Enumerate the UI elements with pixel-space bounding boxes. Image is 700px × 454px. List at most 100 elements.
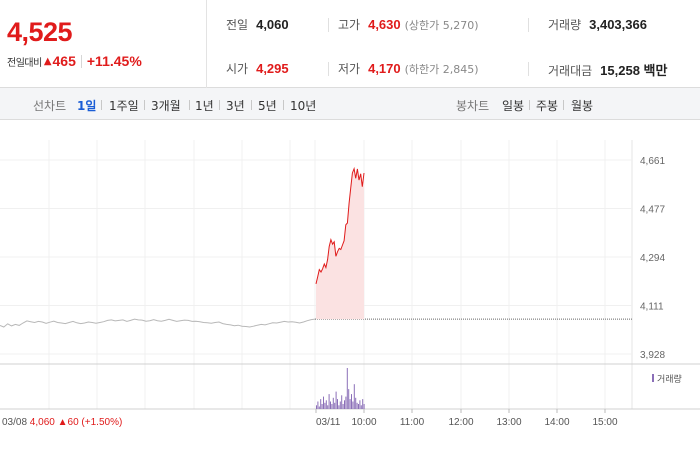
volume-bar <box>318 406 320 409</box>
divider <box>563 100 564 110</box>
stat-value: 4,170 <box>368 61 401 76</box>
x-tick-label: 12:00 <box>448 417 473 428</box>
y-tick-label: 4,477 <box>640 205 665 216</box>
prev-day-line <box>0 318 316 328</box>
divider <box>101 100 102 110</box>
volume-bar <box>355 397 357 409</box>
y-tick-label: 4,294 <box>640 253 665 264</box>
divider <box>219 100 220 110</box>
stock-summary: 4,525 전일대비 ▲ 465 +11.45% 전일 4,060 고가 4,6… <box>0 0 700 88</box>
volume-bar <box>323 396 324 409</box>
x-tick-label: 15:00 <box>592 417 617 428</box>
y-tick-label: 4,661 <box>640 156 665 167</box>
volume-bar <box>341 395 343 409</box>
stat-value: 4,630 <box>368 17 401 32</box>
tab-1day[interactable]: 1일 <box>77 99 97 113</box>
volume-bar <box>335 391 337 409</box>
volume-bar <box>352 401 354 409</box>
stat-amount: 거래대금 15,258 백만 <box>548 60 667 79</box>
stat-label: 저가 <box>338 62 361 76</box>
up-arrow-icon: ▲ <box>43 55 52 67</box>
divider <box>144 100 145 110</box>
volume-bar <box>332 397 334 409</box>
tab-weekly-candle[interactable]: 주봉 <box>536 99 559 113</box>
volume-bar <box>324 402 326 409</box>
stat-value: 15,258 백만 <box>600 63 668 78</box>
tab-monthly-candle[interactable]: 월봉 <box>571 99 594 113</box>
volume-bar <box>358 404 359 409</box>
stat-value: 3,403,366 <box>589 17 647 32</box>
stat-prev-close: 전일 4,060 <box>226 16 289 33</box>
stat-volume: 거래량 3,403,366 <box>548 16 647 33</box>
divider <box>529 100 530 110</box>
divider <box>328 18 329 32</box>
volume-bar <box>337 399 338 409</box>
volume-bar <box>344 400 345 409</box>
stat-value: 4,295 <box>256 61 289 76</box>
volume-bar <box>327 405 329 409</box>
volume-legend-label: 거래량 <box>657 373 682 384</box>
volume-legend-swatch <box>652 374 654 382</box>
divider <box>80 54 82 68</box>
today-price-area <box>316 168 364 320</box>
prev-day-info-part: 03/08 <box>2 417 27 428</box>
lower-limit: (하한가 2,845) <box>404 63 479 76</box>
x-tick-label: 11:00 <box>400 417 425 428</box>
tab-daily-candle[interactable]: 일봉 <box>502 99 525 113</box>
change-row: 전일대비 ▲ 465 +11.45% <box>7 53 142 69</box>
volume-bar <box>338 405 340 409</box>
volume-bar <box>321 404 323 409</box>
prev-day-info-part: ▲ <box>55 417 68 428</box>
change-percent: +11.45% <box>86 53 142 69</box>
stat-label: 거래대금 <box>548 64 593 78</box>
price-box: 4,525 전일대비 ▲ 465 +11.45% <box>0 0 207 88</box>
prev-day-info-part: 4,060 <box>27 417 55 428</box>
volume-bar <box>351 394 352 409</box>
volume-bar <box>348 389 350 409</box>
price-chart-svg: 4,661 4,477 4,294 4,111 3,928 거래량 03/08 4,060 … <box>0 140 700 428</box>
stat-open: 시가 4,295 <box>226 60 289 77</box>
volume-bar <box>330 401 331 409</box>
volume-bar <box>339 401 341 409</box>
stat-low: 저가 4,170 (하한가 2,845) <box>338 60 479 77</box>
volume-bar <box>317 401 319 409</box>
tab-5year[interactable]: 5년 <box>258 99 277 113</box>
stat-label: 거래량 <box>548 18 582 32</box>
line-chart-header: 선차트 <box>33 99 67 113</box>
today-price-line <box>315 166 365 285</box>
volume-bar <box>325 400 327 409</box>
current-price: 4,525 <box>7 17 73 47</box>
volume-bar <box>359 400 361 409</box>
stat-value: 4,060 <box>256 17 289 32</box>
volume-bar <box>331 404 333 409</box>
divider <box>328 62 329 76</box>
divider <box>189 100 190 110</box>
upper-limit: (상한가 5,270) <box>404 19 479 32</box>
tab-3year[interactable]: 3년 <box>226 99 245 113</box>
change-label: 전일대비 <box>7 57 42 69</box>
volume-bar <box>360 405 362 409</box>
volume-bar <box>334 402 336 409</box>
volume-bar <box>346 368 348 409</box>
tab-3month[interactable]: 3개월 <box>151 99 181 113</box>
volume-bar <box>345 396 347 409</box>
volume-bar <box>349 399 351 409</box>
divider <box>528 62 529 76</box>
x-tick-label: 13:00 <box>496 417 521 428</box>
price-chart: 4,661 4,477 4,294 4,111 3,928 거래량 03/08 4,060 … <box>0 120 700 450</box>
prev-day-info: 03/08 4,060 ▲60 (+1.50%) <box>2 417 122 428</box>
x-tick-label: 10:00 <box>351 417 376 428</box>
stat-label: 고가 <box>338 18 361 32</box>
volume-bar <box>363 404 365 409</box>
tab-10year[interactable]: 10년 <box>290 99 317 113</box>
x-tick-label: 03/11 <box>316 417 341 428</box>
y-tick-label: 4,111 <box>640 302 664 313</box>
stat-label: 시가 <box>226 62 249 76</box>
tab-1year[interactable]: 1년 <box>195 99 214 113</box>
volume-bar <box>342 404 344 409</box>
tab-1week[interactable]: 1주일 <box>109 99 139 113</box>
stat-high: 고가 4,630 (상한가 5,270) <box>338 16 479 33</box>
volume-bar <box>316 405 317 409</box>
chart-tab-bar: 선차트 1일 1주일 3개월 1년 3년 5년 10년 봉차트 일봉 주봉 월봉 <box>0 88 700 120</box>
y-tick-label: 3,928 <box>640 350 665 361</box>
